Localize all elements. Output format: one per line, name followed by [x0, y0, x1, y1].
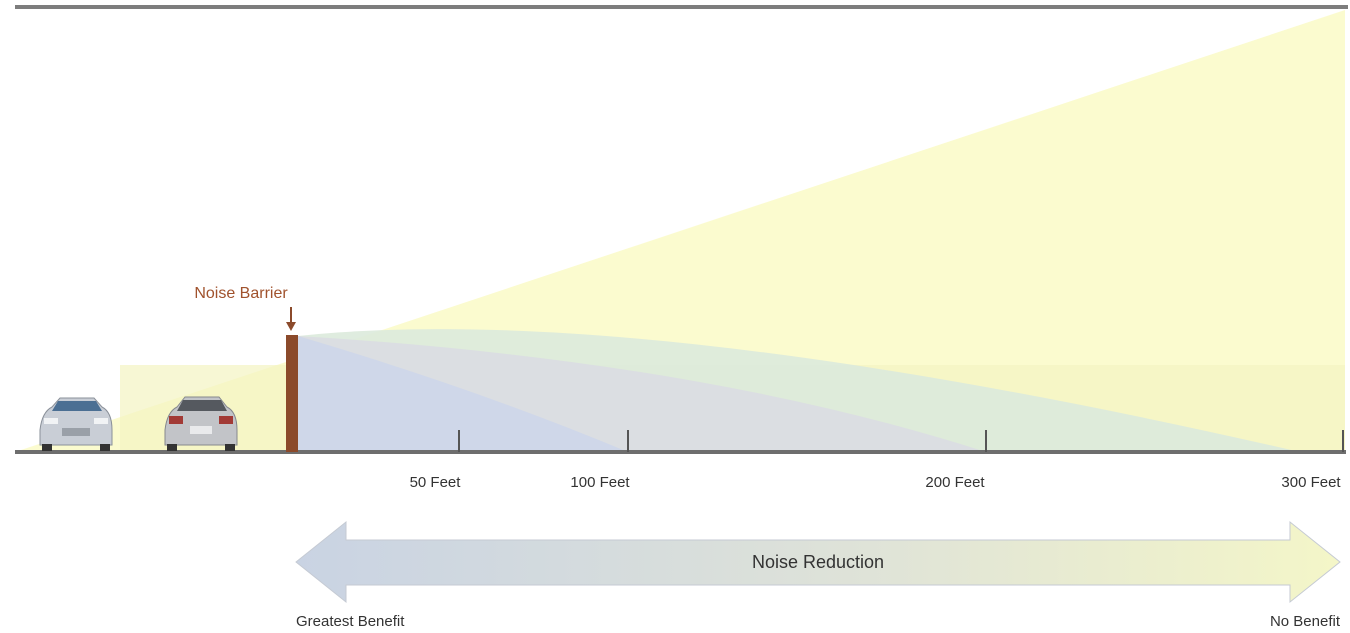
arrow-right-end: No Benefit	[1270, 613, 1341, 630]
barrier-label: Noise Barrier	[194, 285, 288, 302]
car	[39, 397, 113, 451]
distance-label: 300 Feet	[1281, 474, 1341, 491]
distance-label: 50 Feet	[410, 474, 462, 491]
noise-reduction-arrow	[295, 520, 1341, 604]
barrier-pointer-head	[286, 322, 296, 331]
distance-label: 200 Feet	[925, 474, 985, 491]
noise-barrier	[286, 335, 298, 452]
shadow-zone-100	[298, 336, 628, 452]
distance-label: 100 Feet	[570, 474, 630, 491]
car	[164, 396, 238, 451]
arrow-label: Noise Reduction	[752, 552, 884, 572]
arrow-left-end: Greatest Benefit	[296, 613, 405, 630]
